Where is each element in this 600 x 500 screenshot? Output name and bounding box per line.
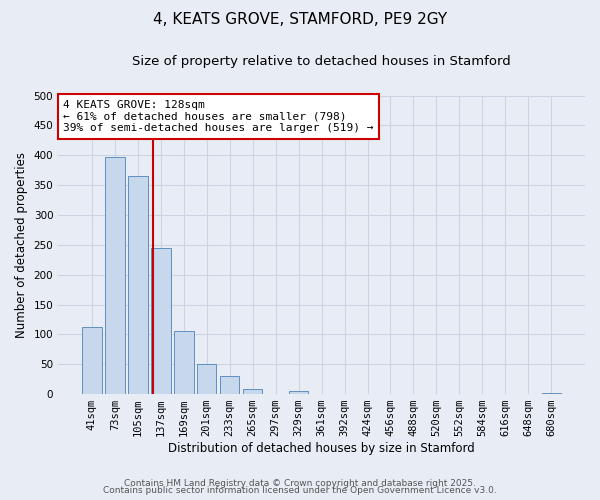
X-axis label: Distribution of detached houses by size in Stamford: Distribution of detached houses by size … bbox=[168, 442, 475, 455]
Bar bbox=[220, 376, 239, 394]
Text: Contains public sector information licensed under the Open Government Licence v3: Contains public sector information licen… bbox=[103, 486, 497, 495]
Text: 4, KEATS GROVE, STAMFORD, PE9 2GY: 4, KEATS GROVE, STAMFORD, PE9 2GY bbox=[153, 12, 447, 28]
Bar bbox=[174, 332, 194, 394]
Bar bbox=[289, 391, 308, 394]
Title: Size of property relative to detached houses in Stamford: Size of property relative to detached ho… bbox=[132, 55, 511, 68]
Bar bbox=[542, 393, 561, 394]
Bar bbox=[243, 390, 262, 394]
Text: Contains HM Land Registry data © Crown copyright and database right 2025.: Contains HM Land Registry data © Crown c… bbox=[124, 478, 476, 488]
Bar bbox=[151, 248, 170, 394]
Text: 4 KEATS GROVE: 128sqm
← 61% of detached houses are smaller (798)
39% of semi-det: 4 KEATS GROVE: 128sqm ← 61% of detached … bbox=[64, 100, 374, 133]
Bar bbox=[105, 157, 125, 394]
Y-axis label: Number of detached properties: Number of detached properties bbox=[15, 152, 28, 338]
Bar bbox=[128, 176, 148, 394]
Bar bbox=[82, 327, 101, 394]
Bar bbox=[197, 364, 217, 394]
